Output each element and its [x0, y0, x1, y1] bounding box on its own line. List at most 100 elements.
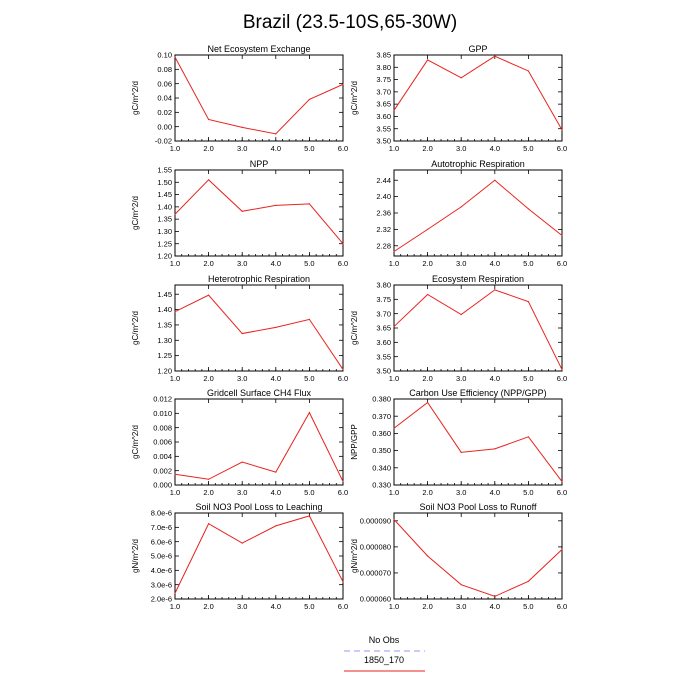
x-tick-label: 1.0 — [389, 602, 399, 611]
y-tick-label: 3.75 — [376, 75, 391, 84]
y-tick-label: 1.40 — [157, 305, 172, 314]
y-tick-label: -0.02 — [155, 137, 172, 146]
data-point — [275, 326, 277, 328]
series-line-0 — [393, 179, 563, 252]
data-point — [308, 412, 310, 414]
data-point — [308, 203, 310, 205]
data-point — [527, 301, 530, 303]
data-point — [241, 210, 243, 212]
plot-frame — [174, 284, 344, 372]
data-point — [427, 555, 429, 557]
plot-frame — [393, 54, 563, 142]
panel-2: NPP gC/m^2/d 1.0 2.0 3.0 4.0 5.0 6.0 1.20 1.25 1.3… — [131, 159, 348, 268]
panel-3: Autotrophic Respiration 1.0 2.0 3.0 4.0 5.0 6.… — [376, 159, 567, 268]
y-tick-label: 1.35 — [157, 215, 172, 224]
data-point — [527, 580, 530, 582]
y-tick-label: 2.28 — [376, 241, 391, 250]
y-tick-label: 0.000060 — [360, 595, 391, 604]
y-tick-label: 1.50 — [157, 178, 172, 187]
data-point — [208, 179, 210, 181]
data-point — [308, 515, 310, 517]
y-tick-label: 0.02 — [157, 108, 172, 117]
data-point — [427, 293, 429, 296]
y-axis-label: gN/m^2/d — [350, 539, 359, 573]
x-tick-label: 2.0 — [422, 259, 432, 268]
legend-label: No Obs — [369, 635, 400, 645]
y-tick-label: 7.0e-6 — [151, 523, 172, 532]
x-tick-label: 4.0 — [271, 259, 281, 268]
data-point — [561, 234, 563, 237]
y-tick-label: 0.004 — [153, 452, 172, 461]
y-tick-label: 3.60 — [376, 338, 391, 347]
x-tick-label: 2.0 — [422, 602, 432, 611]
data-point — [342, 581, 344, 583]
data-point — [427, 401, 429, 404]
panel-7: Carbon Use Efficiency (NPP/GPP) NPP/GPP 1.… — [350, 388, 567, 497]
y-tick-label: 0.08 — [157, 65, 172, 74]
x-tick-label: 3.0 — [237, 374, 247, 383]
data-point — [494, 448, 496, 450]
data-point — [561, 548, 563, 551]
x-tick-label: 1.0 — [170, 374, 180, 383]
panel-title: Soil NO3 Pool Loss to Leaching — [195, 502, 322, 512]
data-point — [494, 289, 496, 291]
x-tick-label: 2.0 — [203, 144, 213, 153]
x-tick-label: 1.0 — [170, 259, 180, 268]
y-axis-label: gC/m^2/d — [131, 425, 140, 459]
y-tick-label: 1.25 — [157, 239, 172, 248]
data-point — [174, 213, 176, 215]
plot-frame — [174, 169, 344, 257]
data-point — [342, 480, 344, 483]
y-tick-label: 2.36 — [376, 209, 391, 218]
data-point — [275, 471, 277, 473]
panel-title: Soil NO3 Pool Loss to Runoff — [420, 502, 537, 512]
x-tick-label: 2.0 — [203, 374, 213, 383]
plot-frame — [393, 284, 563, 372]
x-tick-label: 4.0 — [271, 374, 281, 383]
y-axis-label: gC/m^2/d — [350, 81, 359, 115]
y-axis-label: gC/m^2/d — [350, 311, 359, 345]
panel-1: GPP gC/m^2/d 1.0 2.0 3.0 4.0 5.0 6.0 3.50 3.55 3.6… — [350, 44, 567, 153]
y-tick-label: 2.40 — [376, 192, 391, 201]
data-point — [308, 318, 310, 320]
x-tick-label: 3.0 — [237, 144, 247, 153]
x-tick-label: 1.0 — [389, 374, 399, 383]
data-point — [460, 313, 462, 316]
data-point — [427, 59, 429, 61]
y-axis-label: gN/m^2/d — [131, 539, 140, 573]
x-tick-label: 2.0 — [422, 488, 432, 497]
y-tick-label: 0.012 — [153, 395, 172, 404]
series-line-0 — [174, 294, 344, 370]
data-point — [527, 436, 530, 438]
y-tick-label: 2.32 — [376, 225, 391, 234]
x-tick-label: 4.0 — [490, 259, 500, 268]
x-tick-label: 5.0 — [523, 259, 533, 268]
y-tick-label: 0.330 — [372, 481, 391, 490]
x-tick-label: 2.0 — [203, 488, 213, 497]
x-tick-label: 2.0 — [203, 259, 213, 268]
data-point — [561, 129, 563, 131]
x-tick-label: 3.0 — [456, 259, 466, 268]
y-axis-label: gC/m^2/d — [131, 311, 140, 345]
data-point — [241, 542, 243, 544]
y-tick-label: 8.0e-6 — [151, 509, 172, 518]
series-line-0 — [174, 179, 344, 245]
series-line-0 — [174, 515, 344, 594]
legend-label: 1850_170 — [364, 655, 404, 665]
y-tick-label: 3.75 — [376, 295, 391, 304]
legend: No Obs 1850_170 — [344, 635, 425, 672]
series-line-0 — [393, 519, 563, 597]
series-line-0 — [174, 411, 344, 482]
x-tick-label: 6.0 — [338, 488, 348, 497]
plot-frame — [174, 512, 344, 600]
y-tick-label: 3.70 — [376, 87, 391, 96]
panel-grid: Net Ecosystem Exchange gC/m^2/d 1.0 2.0 3.0 4… — [131, 44, 567, 611]
x-tick-label: 4.0 — [271, 144, 281, 153]
x-tick-label: 6.0 — [338, 602, 348, 611]
y-tick-label: 3.55 — [376, 352, 391, 361]
x-tick-label: 4.0 — [271, 488, 281, 497]
y-tick-label: 4.0e-6 — [151, 566, 172, 575]
x-tick-label: 3.0 — [237, 602, 247, 611]
data-point — [208, 523, 210, 525]
panel-title: Ecosystem Respiration — [432, 274, 524, 284]
